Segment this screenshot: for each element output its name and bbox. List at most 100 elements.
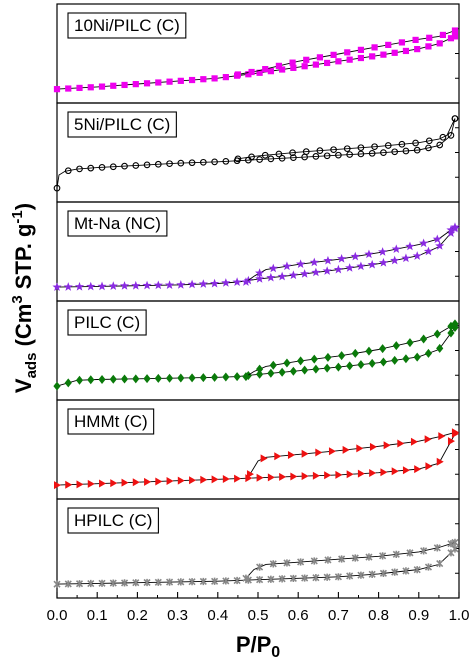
adsorption-point [188,159,196,167]
desorption-point [365,553,373,561]
adsorption-point [425,462,433,471]
adsorption-point [211,158,218,166]
panel-10ni-pilc-c: 10Ni/PILC (C) [53,3,460,104]
adsorption-point [177,476,185,485]
y-axis-title-paren-open: (Cm [11,304,36,353]
adsorption-line [56,35,456,90]
adsorption-point [64,378,72,388]
desorption-point [309,257,319,267]
panels-group: 10Ni/PILC (C) 5Ni/PILC (C) Mt-Na (NC) PILC … [52,3,460,599]
adsorption-point [312,471,320,480]
adsorption-point [324,59,331,67]
adsorption-point [288,270,298,280]
adsorption-point [87,479,95,488]
x-tick-label: 0.6 [288,607,309,624]
adsorption-point [119,281,130,290]
desorption-point [451,428,459,437]
adsorption-line [56,548,456,585]
desorption-point [364,249,374,259]
adsorption-point [333,264,343,274]
desorption-point [302,148,310,156]
desorption-point [323,255,333,265]
adsorption-point [380,149,387,156]
adsorption-point [425,144,432,152]
adsorption-point [322,266,332,275]
adsorption-point [155,79,162,86]
adsorption-point [402,147,410,155]
adsorption-point [390,255,400,265]
adsorption-point [290,154,297,161]
adsorption-point [451,545,459,553]
adsorption-point [402,466,410,475]
desorption-point [419,238,429,248]
panel-label: HPILC (C) [74,511,152,530]
adsorption-point [222,372,230,382]
adsorption-point [144,477,152,486]
desorption-point [451,27,459,34]
adsorption-point [346,151,354,158]
x-tick-label: 0.8 [368,607,389,624]
adsorption-point [290,472,298,481]
adsorption-point [380,51,387,58]
desorption-point [439,133,447,141]
adsorption-point [245,71,252,78]
desorption-point [337,253,347,263]
adsorption-point [53,580,61,588]
adsorption-point [356,261,366,271]
adsorption-point [256,473,264,482]
desorption-point [296,259,306,268]
y-axis-title-paren-close: ) [11,203,36,210]
adsorption-point [324,471,332,480]
adsorption-point [110,82,117,89]
x-tick-label: 0.4 [207,607,228,624]
adsorption-point [165,578,174,586]
adsorption-point [233,372,241,382]
adsorption-point [76,480,84,489]
adsorption-point [189,476,197,485]
adsorption-point [121,81,128,89]
adsorption-point [446,228,456,237]
adsorption-point [98,164,106,171]
adsorption-point [211,75,218,82]
adsorption-point [74,281,85,291]
adsorption-point [164,280,175,289]
adsorption-point [53,184,61,192]
adsorption-point [367,259,377,269]
desorption-point [289,59,296,66]
adsorption-point [200,475,208,484]
adsorption-point [312,574,320,582]
adsorption-point [323,573,331,581]
adsorption-point [277,271,287,281]
panel-label: 5Ni/PILC (C) [74,115,170,134]
panel-label-box [67,309,147,336]
x-axis-title-sub: 0 [271,644,280,660]
adsorption-point [199,373,207,383]
panel-pilc-c: PILC (C) [53,300,460,401]
adsorption-point [391,568,399,576]
adsorption-point [436,343,444,353]
desorption-point [432,234,442,244]
desorption-point [379,344,387,354]
desorption-point [269,360,277,370]
desorption-point [350,251,360,261]
x-tick-label: 0.3 [167,607,188,624]
adsorption-point [121,162,128,170]
desorption-point [450,222,460,231]
adsorption-point [436,40,443,47]
desorption-point [268,263,278,273]
desorption-point [274,452,282,461]
adsorption-point [368,358,376,368]
adsorption-point [210,278,220,288]
adsorption-point [369,469,377,478]
adsorption-point [153,280,163,290]
desorption-point [405,241,415,251]
adsorption-point [110,479,118,488]
desorption-point [406,338,414,348]
adsorption-point [65,480,73,489]
adsorption-point [165,373,174,383]
adsorption-point [120,579,129,587]
adsorption-point [132,579,140,587]
adsorption-point [211,577,219,585]
adsorption-point [436,457,444,466]
adsorption-point [436,559,444,568]
